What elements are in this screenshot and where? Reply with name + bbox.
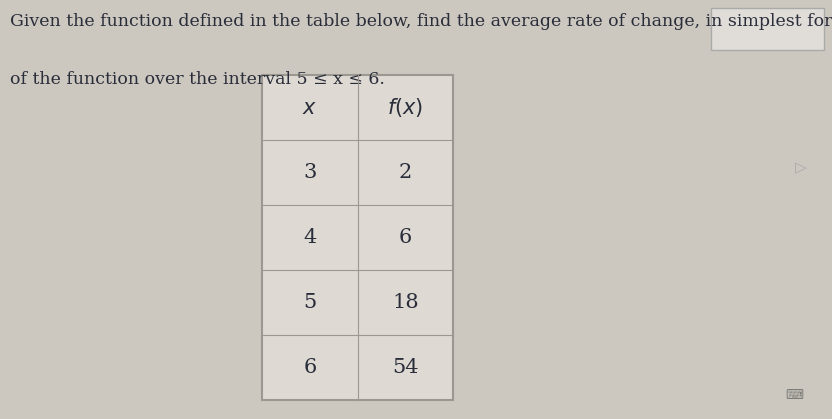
Text: ▷: ▷ bbox=[795, 160, 807, 175]
Text: 3: 3 bbox=[303, 163, 317, 182]
Text: 2: 2 bbox=[399, 163, 412, 182]
Bar bbox=[711, 8, 824, 50]
Bar bbox=[262, 75, 453, 400]
Text: 5: 5 bbox=[304, 293, 316, 312]
Text: Given the function defined in the table below, find the average rate of change, : Given the function defined in the table … bbox=[10, 13, 832, 30]
Text: 18: 18 bbox=[392, 293, 419, 312]
Text: 4: 4 bbox=[304, 228, 316, 247]
Text: $f(x)$: $f(x)$ bbox=[388, 96, 423, 119]
Text: 6: 6 bbox=[304, 358, 316, 377]
Text: 6: 6 bbox=[399, 228, 412, 247]
Text: $x$: $x$ bbox=[302, 98, 318, 118]
Text: of the function over the interval 5 ≤ x ≤ 6.: of the function over the interval 5 ≤ x … bbox=[10, 71, 385, 88]
Text: 54: 54 bbox=[393, 358, 418, 377]
Text: ⌨: ⌨ bbox=[785, 389, 803, 402]
